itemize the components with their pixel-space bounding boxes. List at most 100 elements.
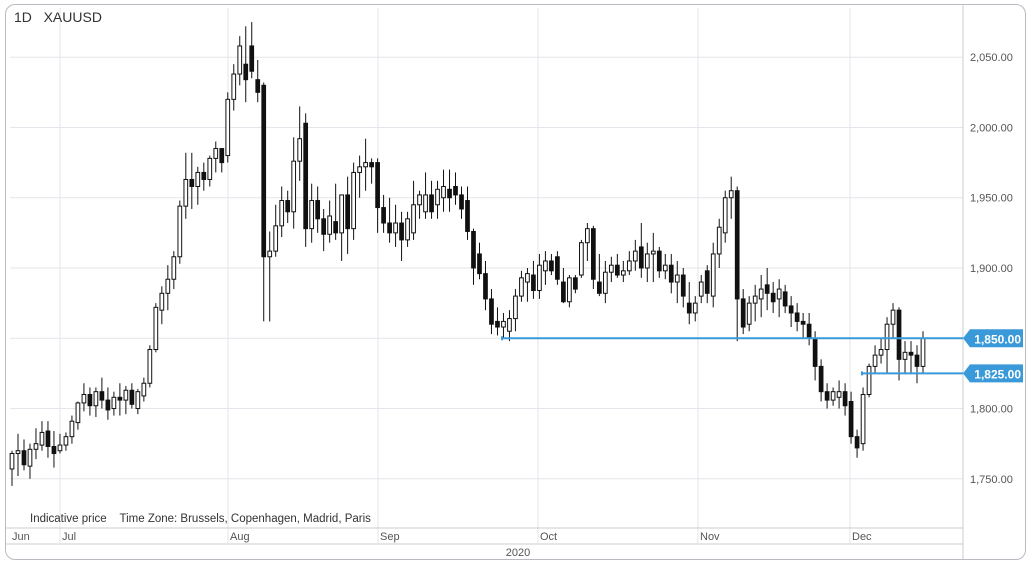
- candle: [339, 194, 344, 234]
- candle: [231, 73, 237, 100]
- candle: [285, 200, 291, 213]
- candle: [788, 305, 794, 314]
- candle: [117, 396, 123, 401]
- year-label: 2020: [506, 547, 530, 559]
- x-month-label: Jun: [12, 531, 30, 543]
- candle: [15, 450, 21, 455]
- candle: [471, 230, 476, 269]
- candle: [105, 399, 111, 411]
- y-tick-label: 1,900.00: [970, 263, 1013, 275]
- candle: [225, 98, 231, 157]
- candle: [345, 194, 350, 230]
- candle: [908, 351, 914, 356]
- candle: [668, 264, 674, 283]
- interval-label[interactable]: 1D: [14, 9, 32, 25]
- candle: [111, 396, 117, 410]
- candle: [537, 264, 542, 291]
- candle: [752, 295, 758, 304]
- candle: [608, 264, 614, 273]
- candle: [519, 277, 524, 297]
- candle: [920, 337, 926, 367]
- price-level-label: 1,825.00: [974, 367, 1021, 381]
- candle: [501, 320, 506, 328]
- candle: [207, 157, 213, 180]
- candle: [297, 138, 303, 162]
- candle: [375, 162, 380, 209]
- price-level-badge[interactable]: [963, 364, 1023, 383]
- candle: [51, 445, 57, 455]
- candle: [465, 200, 470, 232]
- candle: [872, 354, 878, 367]
- candle: [890, 309, 896, 325]
- candle: [63, 436, 69, 446]
- candle: [818, 365, 824, 393]
- candle: [363, 162, 368, 168]
- candle: [75, 402, 81, 424]
- candle: [99, 391, 105, 401]
- candle: [351, 171, 356, 230]
- timezone-label: Time Zone: Brussels, Copenhagen, Madrid,…: [119, 513, 371, 525]
- candle: [153, 306, 159, 351]
- candle: [579, 242, 584, 276]
- candle: [483, 273, 488, 300]
- candle: [39, 431, 45, 446]
- candle: [9, 453, 15, 470]
- candle: [411, 204, 416, 234]
- x-month-label: Jul: [62, 531, 76, 543]
- candle: [591, 228, 596, 280]
- y-tick-label: 1,800.00: [970, 404, 1013, 416]
- candle: [507, 318, 512, 332]
- candle: [860, 393, 866, 445]
- candle: [902, 351, 908, 360]
- candle: [381, 207, 386, 224]
- candle: [614, 264, 620, 276]
- y-tick-label: 1,750.00: [970, 474, 1013, 486]
- candle: [776, 288, 782, 300]
- candle: [854, 436, 860, 449]
- candle: [219, 148, 225, 164]
- candle: [800, 320, 806, 325]
- candle: [543, 260, 548, 272]
- candle: [453, 185, 458, 196]
- candle: [896, 309, 902, 360]
- candle: [147, 349, 153, 384]
- candle: [27, 448, 33, 467]
- x-month-label: Dec: [852, 531, 872, 543]
- candle: [393, 222, 398, 234]
- x-month-label: Sep: [380, 531, 400, 543]
- candle: [585, 228, 590, 244]
- candle: [567, 277, 572, 303]
- candle: [489, 298, 494, 325]
- candle: [836, 391, 842, 398]
- candle: [213, 148, 219, 159]
- candle: [830, 391, 836, 401]
- candle: [435, 188, 440, 206]
- chart-footer-note: Indicative price Time Zone: Brussels, Co…: [30, 513, 371, 525]
- candle: [638, 246, 644, 269]
- candle: [273, 225, 279, 252]
- candle: [321, 218, 327, 235]
- candle: [405, 218, 410, 241]
- candle: [602, 271, 608, 294]
- candle: [69, 420, 75, 438]
- x-month-label: Nov: [700, 531, 720, 543]
- candle: [201, 171, 207, 180]
- candle: [333, 221, 339, 234]
- candle: [674, 274, 680, 283]
- y-tick-label: 1,950.00: [970, 193, 1013, 205]
- price-level-badge[interactable]: [963, 329, 1023, 348]
- candle: [243, 63, 249, 81]
- candle: [477, 253, 482, 275]
- candle: [626, 260, 632, 272]
- candle: [764, 284, 770, 294]
- candle: [866, 365, 872, 395]
- candle: [746, 302, 752, 325]
- candle: [698, 281, 704, 297]
- candle: [632, 250, 638, 262]
- candle: [189, 178, 195, 187]
- candle: [417, 194, 422, 206]
- candle: [824, 391, 830, 401]
- candle: [812, 337, 818, 367]
- candle: [303, 122, 309, 230]
